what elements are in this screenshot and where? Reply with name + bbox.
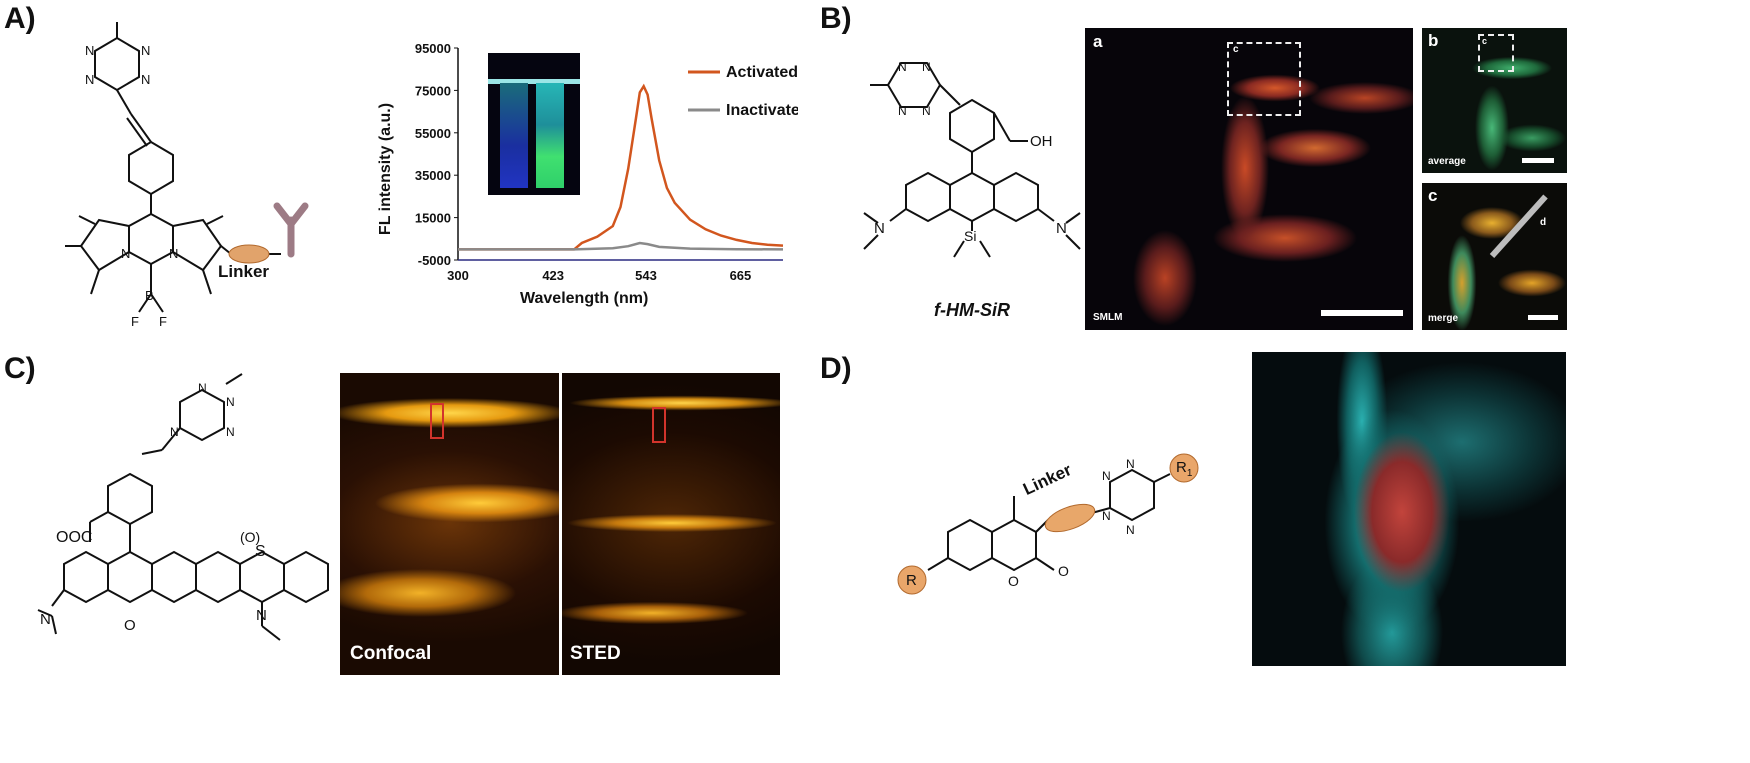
compound-name-f-hm-sir: f-HM-SiR <box>934 300 1010 320</box>
chart-a-ytick-label: 35000 <box>415 168 451 183</box>
roi-box-confocal <box>430 403 444 439</box>
confocal-label: Confocal <box>350 643 432 664</box>
scale-bar-a <box>1321 310 1403 316</box>
roi-box-c <box>1227 42 1301 116</box>
chart-a-legend-label: Activated <box>726 64 798 81</box>
chart-a-xtick-label: 665 <box>730 268 752 283</box>
coumarin-tetrazine-structure: O O N N N N <box>897 453 1199 595</box>
chart-a-ytick-label: 75000 <box>415 83 451 98</box>
svg-text:N: N <box>1126 457 1135 471</box>
chart-a-legend-label: Inactivated <box>726 102 798 119</box>
svg-text:N: N <box>141 72 150 87</box>
svg-text:N: N <box>169 246 178 261</box>
chart-a-xtick-label: 423 <box>542 268 564 283</box>
image-a-letter: a <box>1093 32 1103 51</box>
chart-a-xtick-label: 300 <box>447 268 469 283</box>
roi-box-sted <box>652 407 666 443</box>
image-c-letter: c <box>1428 186 1438 205</box>
panel-c-label: C) <box>4 352 36 385</box>
svg-text:O: O <box>1008 573 1019 589</box>
scale-bar-b <box>1522 158 1554 163</box>
confocal-sted-image: Confocal STED <box>340 373 780 675</box>
linker-label-a: Linker <box>218 262 270 281</box>
sted-half <box>562 373 780 675</box>
chart-a-ylabel: FL intensity (a.u.) <box>377 102 394 236</box>
svg-text:OOC: OOC <box>56 529 92 546</box>
panel-a-label: A) <box>4 2 36 35</box>
svg-text:N: N <box>198 381 207 395</box>
svg-text:N: N <box>40 611 51 628</box>
smlm-image-a: c a SMLM <box>1085 28 1413 330</box>
chart-a-series-line <box>458 241 784 251</box>
svg-text:N: N <box>141 43 150 58</box>
svg-text:N: N <box>256 607 267 624</box>
svg-text:F: F <box>159 314 167 329</box>
chart-a-ytick-label: 15000 <box>415 211 451 226</box>
svg-text:N: N <box>898 104 907 118</box>
chart-a-ytick-label: 55000 <box>415 126 451 141</box>
svg-text:F: F <box>131 314 139 329</box>
svg-text:N: N <box>1102 469 1111 483</box>
average-image-b: c b average <box>1422 28 1567 173</box>
r1-subscript: 1 <box>1186 468 1193 479</box>
svg-text:N: N <box>1102 509 1111 523</box>
chart-a-ytick-label: -5000 <box>418 253 451 268</box>
chart-a-xlabel: Wavelength (nm) <box>520 290 649 307</box>
merge-image-c: d c merge <box>1422 183 1567 330</box>
sted-label: STED <box>570 643 621 664</box>
svg-text:N: N <box>85 43 94 58</box>
panel-d-label: D) <box>820 352 852 385</box>
bodipy-tetrazine-structure: N N N N N N B F F <box>65 22 309 329</box>
svg-text:N: N <box>226 425 235 439</box>
divider <box>559 373 562 675</box>
chart-a-xtick-label: 543 <box>635 268 657 283</box>
chart-a-ytick-label: 95000 <box>415 41 451 56</box>
r1-letter: R <box>1176 459 1187 476</box>
f-hm-sir-structure: OH Si N N N N N N <box>863 60 1081 258</box>
image-a-caption: SMLM <box>1093 312 1123 323</box>
svg-text:OH: OH <box>1030 133 1053 150</box>
svg-text:N: N <box>922 104 931 118</box>
image-b-caption: average <box>1428 156 1466 167</box>
svg-text:N: N <box>170 425 179 439</box>
svg-text:N: N <box>121 246 130 261</box>
confocal-half <box>340 373 560 675</box>
svg-text:S: S <box>255 543 266 560</box>
svg-text:B: B <box>145 288 154 303</box>
cuvette-inset-photo <box>488 53 580 195</box>
chart-a-series-line <box>458 83 784 251</box>
panel-b-label: B) <box>820 2 852 35</box>
svg-text:O: O <box>1058 563 1069 579</box>
svg-text:N: N <box>1126 523 1135 537</box>
neuron-fluorescence-image <box>1252 352 1566 666</box>
svg-text:N: N <box>922 60 931 74</box>
svg-text:(O): (O) <box>240 529 260 545</box>
svg-text:N: N <box>85 72 94 87</box>
image-b-letter: b <box>1428 31 1439 50</box>
image-c-caption: merge <box>1428 313 1459 324</box>
svg-text:N: N <box>874 220 885 237</box>
svg-text:N: N <box>1056 220 1067 237</box>
roi-label-b: c <box>1482 36 1488 46</box>
scale-bar-c <box>1528 315 1558 320</box>
svg-text:O: O <box>124 617 136 634</box>
roi-label-c: c <box>1233 44 1239 55</box>
svg-text:Si: Si <box>964 228 976 244</box>
fluorescence-spectrum-chart: Activated Inactivated 95000 75000 55000 3500… <box>415 41 798 283</box>
svg-text:N: N <box>898 60 907 74</box>
roi-box-b <box>1478 34 1514 72</box>
line-label-d: d <box>1540 217 1547 228</box>
phenothiazine-rhodamine-structure: N N N N OOC O S N N (O) <box>37 373 329 641</box>
svg-text:N: N <box>226 395 235 409</box>
r-group-label: R <box>906 572 917 589</box>
r1-group-label: R1 <box>1176 459 1192 479</box>
